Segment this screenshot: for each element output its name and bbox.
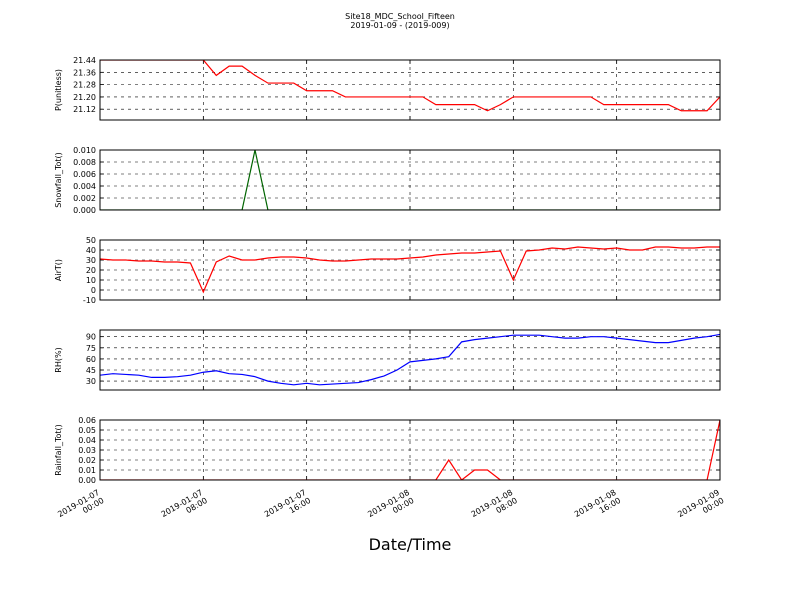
plot-frame <box>99 239 721 301</box>
y-axis-label: RH(%) <box>54 347 63 372</box>
y-tick-label: 0.006 <box>73 170 96 179</box>
y-tick-label: 50 <box>86 236 96 245</box>
y-axis-label: Snowfall_Tot() <box>54 152 63 208</box>
data-line <box>100 246 720 294</box>
y-tick-label: 0.01 <box>78 466 96 475</box>
y-axis-label: P(unitless) <box>54 69 63 111</box>
plot-frame <box>99 329 721 391</box>
y-tick-label: 0.010 <box>73 146 96 155</box>
y-tick-label: 0.04 <box>78 436 96 445</box>
chart-title: Site18_MDC_School_Fifteen <box>345 12 455 21</box>
plot-frame <box>99 59 721 121</box>
y-axis-label: AirT() <box>54 259 63 281</box>
y-tick-label: -10 <box>83 296 96 305</box>
y-tick-label: 30 <box>86 256 96 265</box>
y-tick-label: 21.12 <box>73 105 96 114</box>
data-line <box>100 60 720 112</box>
y-axis-label: Rainfall_Tot() <box>54 424 63 476</box>
plot-frame <box>99 419 721 481</box>
y-tick-label: 45 <box>86 366 96 375</box>
y-tick-label: 0.02 <box>78 456 96 465</box>
y-tick-label: 21.44 <box>73 56 96 65</box>
y-tick-label: 90 <box>86 333 96 342</box>
y-tick-label: 0.00 <box>78 476 96 485</box>
y-tick-label: 0.03 <box>78 446 96 455</box>
plot-frame <box>99 149 721 211</box>
chart-subtitle: 2019-01-09 - (2019-009) <box>350 21 449 30</box>
y-tick-label: 20 <box>86 266 96 275</box>
y-tick-label: 0.06 <box>78 416 96 425</box>
y-tick-label: 0.004 <box>73 182 96 191</box>
y-tick-label: 30 <box>86 377 96 386</box>
y-tick-label: 21.20 <box>73 93 96 102</box>
y-tick-label: 0.008 <box>73 158 96 167</box>
y-tick-label: 21.28 <box>73 81 96 90</box>
x-axis-label: Date/Time <box>369 535 452 554</box>
y-tick-label: 0 <box>91 286 96 295</box>
y-tick-label: 0.05 <box>78 426 96 435</box>
y-tick-label: 10 <box>86 276 96 285</box>
y-tick-label: 75 <box>86 344 96 353</box>
data-line <box>100 333 720 386</box>
y-tick-label: 60 <box>86 355 96 364</box>
y-tick-label: 0.000 <box>73 206 96 215</box>
y-tick-label: 21.36 <box>73 68 96 77</box>
y-tick-label: 40 <box>86 246 96 255</box>
y-tick-label: 0.002 <box>73 194 96 203</box>
